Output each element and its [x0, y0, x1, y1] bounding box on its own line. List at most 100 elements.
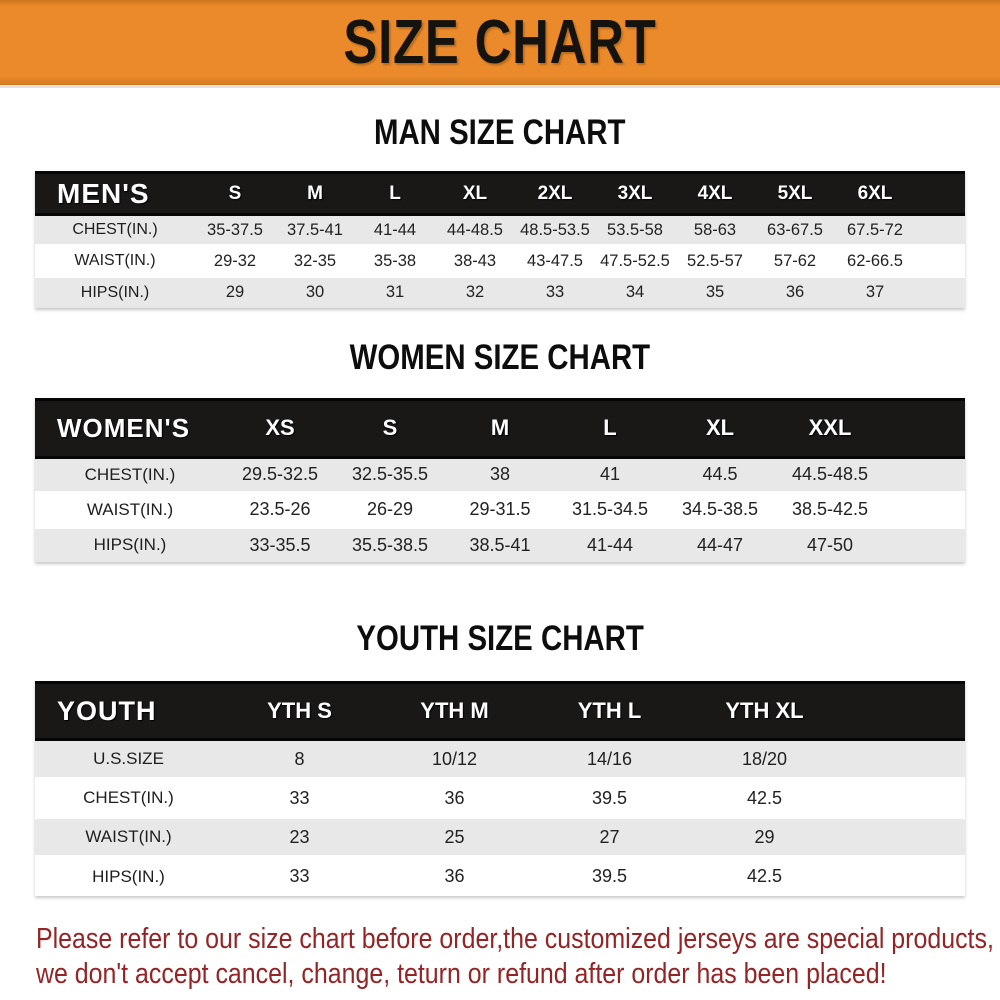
measurement-row: CHEST(IN.) 33 36 39.5 42.5	[35, 777, 965, 818]
footer-disclaimer: Please refer to our size chart before or…	[0, 922, 1000, 992]
size-value-cell: 67.5-72	[835, 213, 915, 246]
section-youth: YOUTH SIZE CHART YOUTH YTH S YTH M YTH L YTH…	[0, 619, 1000, 896]
measurement-row: HIPS(IN.) 33-35.5 35.5-38.5 38.5-41 41-44 44-…	[35, 525, 965, 562]
row-spacer	[842, 777, 965, 818]
size-value-cell: 38.5-41	[445, 525, 555, 562]
measurement-row: CHEST(IN.) 29.5-32.5 32.5-35.5 38 41 44.5 44.5…	[35, 455, 965, 492]
size-value-cell: 27	[532, 816, 687, 857]
measurement-row-label: U.S.SIZE	[35, 738, 222, 779]
table-header-row: MEN'S S M L XL 2XL 3XL 4XL 5XL 6XL	[35, 171, 965, 216]
table-header-row: YOUTH YTH S YTH M YTH L YTH XL	[35, 681, 965, 741]
youth-size-table: YOUTH YTH S YTH M YTH L YTH XL U.S.SIZE 8 10/12…	[35, 681, 965, 896]
size-value-cell: 63-67.5	[755, 213, 835, 246]
size-value-cell: 44.5	[665, 455, 775, 492]
measurement-row: CHEST(IN.) 35-37.5 37.5-41 41-44 44-48.5 48.5…	[35, 213, 965, 246]
row-spacer	[885, 525, 965, 562]
row-spacer	[885, 455, 965, 492]
size-value-cell: 33	[222, 777, 377, 818]
measurement-row: WAIST(IN.) 29-32 32-35 35-38 38-43 43-47.5 47.…	[35, 244, 965, 277]
size-value-cell: 31	[355, 275, 435, 308]
size-value-cell: 47-50	[775, 525, 885, 562]
table-corner-label: WOMEN'S	[35, 397, 225, 459]
size-value-cell: 29-32	[195, 244, 275, 277]
size-value-cell: 32.5-35.5	[335, 455, 445, 492]
size-value-cell: 36	[377, 855, 532, 896]
size-column-header: YTH M	[377, 681, 532, 741]
size-value-cell: 35	[675, 275, 755, 308]
size-value-cell: 42.5	[687, 855, 842, 896]
size-value-cell: 39.5	[532, 777, 687, 818]
size-value-cell: 29	[195, 275, 275, 308]
size-column-header: 3XL	[595, 171, 675, 216]
size-value-cell: 35-38	[355, 244, 435, 277]
size-value-cell: 33	[222, 855, 377, 896]
size-value-cell: 41-44	[555, 525, 665, 562]
size-column-header: YTH XL	[687, 681, 842, 741]
size-column-header: 2XL	[515, 171, 595, 216]
header-spacer	[885, 397, 965, 459]
size-value-cell: 37	[835, 275, 915, 308]
size-column-header: XXL	[775, 397, 885, 459]
table-corner-label: YOUTH	[35, 681, 222, 741]
row-spacer	[885, 490, 965, 527]
banner: SIZE CHART	[0, 0, 1000, 88]
size-value-cell: 8	[222, 738, 377, 779]
measurement-row-label: CHEST(IN.)	[35, 455, 225, 492]
size-column-header: L	[355, 171, 435, 216]
page-title: SIZE CHART	[343, 8, 657, 77]
measurement-row: WAIST(IN.) 23.5-26 26-29 29-31.5 31.5-34.5 34…	[35, 490, 965, 527]
row-spacer	[842, 816, 965, 857]
measurement-row-label: CHEST(IN.)	[35, 213, 195, 246]
size-value-cell: 48.5-53.5	[515, 213, 595, 246]
size-value-cell: 18/20	[687, 738, 842, 779]
youth-section-heading-text: YOUTH SIZE CHART	[356, 619, 644, 658]
measurement-row-label: HIPS(IN.)	[35, 275, 195, 308]
size-value-cell: 41	[555, 455, 665, 492]
size-column-header: M	[275, 171, 355, 216]
size-value-cell: 29.5-32.5	[225, 455, 335, 492]
size-value-cell: 52.5-57	[675, 244, 755, 277]
size-value-cell: 29	[687, 816, 842, 857]
size-value-cell: 47.5-52.5	[595, 244, 675, 277]
measurement-row-label: HIPS(IN.)	[35, 855, 222, 896]
size-value-cell: 36	[755, 275, 835, 308]
size-value-cell: 29-31.5	[445, 490, 555, 527]
size-value-cell: 26-29	[335, 490, 445, 527]
size-value-cell: 38-43	[435, 244, 515, 277]
men-section-heading-text: MAN SIZE CHART	[374, 113, 626, 152]
size-value-cell: 44.5-48.5	[775, 455, 885, 492]
size-column-header: XL	[435, 171, 515, 216]
size-value-cell: 44-48.5	[435, 213, 515, 246]
size-column-header: XS	[225, 397, 335, 459]
size-value-cell: 39.5	[532, 855, 687, 896]
size-column-header: 5XL	[755, 171, 835, 216]
row-spacer	[915, 275, 965, 308]
size-value-cell: 31.5-34.5	[555, 490, 665, 527]
men-size-table: MEN'S S M L XL 2XL 3XL 4XL 5XL 6XL CHEST(IN.) 35-37…	[35, 171, 965, 308]
size-value-cell: 23.5-26	[225, 490, 335, 527]
footer-disclaimer-line: Please refer to our size chart before or…	[36, 922, 994, 955]
header-spacer	[915, 171, 965, 216]
size-column-header: YTH S	[222, 681, 377, 741]
size-value-cell: 34	[595, 275, 675, 308]
size-value-cell: 35.5-38.5	[335, 525, 445, 562]
size-column-header: M	[445, 397, 555, 459]
size-value-cell: 23	[222, 816, 377, 857]
size-value-cell: 35-37.5	[195, 213, 275, 246]
size-column-header: YTH L	[532, 681, 687, 741]
measurement-row-label: CHEST(IN.)	[35, 777, 222, 818]
measurement-row: HIPS(IN.) 33 36 39.5 42.5	[35, 855, 965, 896]
section-men: MAN SIZE CHART MEN'S S M L XL 2XL 3XL 4XL 5XL 6XL…	[0, 113, 1000, 308]
measurement-row: WAIST(IN.) 23 25 27 29	[35, 816, 965, 857]
size-value-cell: 33-35.5	[225, 525, 335, 562]
size-column-header: XL	[665, 397, 775, 459]
size-value-cell: 58-63	[675, 213, 755, 246]
section-women: WOMEN SIZE CHART WOMEN'S XS S M L XL XXL CHEST(…	[0, 338, 1000, 562]
size-value-cell: 57-62	[755, 244, 835, 277]
size-value-cell: 33	[515, 275, 595, 308]
size-value-cell: 36	[377, 777, 532, 818]
size-value-cell: 38	[445, 455, 555, 492]
size-value-cell: 42.5	[687, 777, 842, 818]
women-size-table: WOMEN'S XS S M L XL XXL CHEST(IN.) 29.5-32.5 32.5…	[35, 397, 965, 562]
size-value-cell: 32-35	[275, 244, 355, 277]
